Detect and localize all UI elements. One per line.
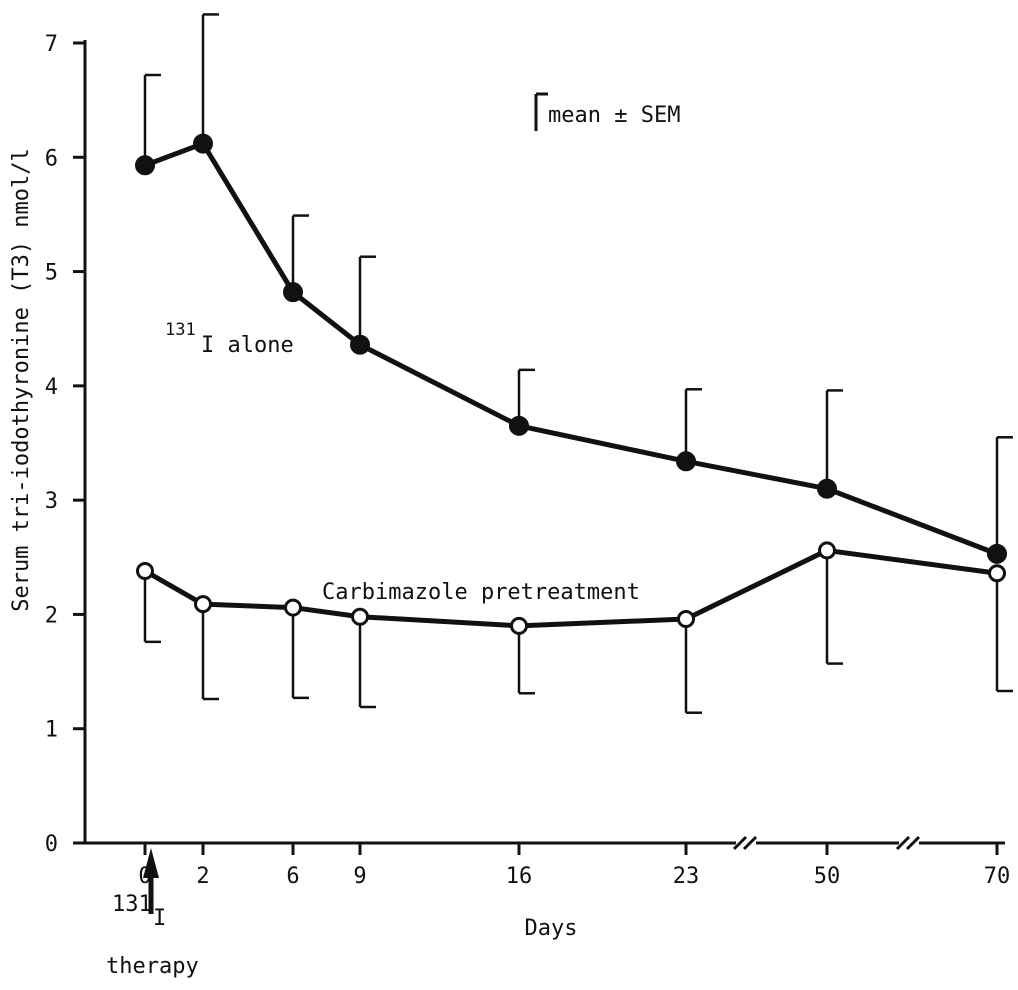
error-bar-legend-label: mean ± SEM <box>548 103 680 128</box>
therapy-label-text: therapy <box>106 954 199 979</box>
therapy-label-main: I <box>153 906 166 931</box>
x-tick-label-2: 2 <box>196 864 209 889</box>
series-2-line <box>143 547 998 629</box>
x-axis-break-1a <box>732 835 748 851</box>
series-1-point-6 <box>283 282 303 303</box>
series-2-point-6 <box>284 598 302 617</box>
series-1-point-9 <box>350 334 370 355</box>
series-layer <box>135 13 1013 714</box>
y-tick-label-3: 3 <box>45 489 58 514</box>
x-tick-label-6: 6 <box>286 864 299 889</box>
x-tick-label-23: 23 <box>673 864 700 889</box>
error-bar-legend: mean ± SEM <box>534 92 680 131</box>
y-tick-label-7: 7 <box>45 32 58 57</box>
series-1-point-2 <box>193 133 213 154</box>
x-tick-label-9: 9 <box>353 864 366 889</box>
up-arrow-icon <box>143 848 159 878</box>
series-2-point-0 <box>136 562 154 580</box>
x-tick-label-70: 70 <box>984 864 1011 889</box>
series-2-point-16 <box>510 616 528 635</box>
series-2-point-23 <box>677 610 695 628</box>
series-1-point-16 <box>509 415 529 436</box>
x-axis-break-1b <box>742 835 758 851</box>
x-tick-label-50: 50 <box>814 864 841 889</box>
series-1-point-50 <box>817 478 837 499</box>
therapy-marker: 131 I therapy <box>106 848 199 979</box>
therapy-label-sup: 131 <box>112 892 152 917</box>
series1-label-sup: 131 <box>165 320 196 340</box>
x-tick-label-16: 16 <box>506 864 533 889</box>
axes: 01234567026916235070 <box>45 32 1011 889</box>
series1-label-main: I alone <box>201 333 294 358</box>
y-tick-label-0: 0 <box>45 832 58 857</box>
x-axis-break-2a <box>895 835 911 851</box>
series-1-point-23 <box>676 451 696 472</box>
y-tick-label-2: 2 <box>45 603 58 628</box>
series1-label: 131 I alone <box>165 320 294 358</box>
series-2-point-50 <box>818 541 836 560</box>
x-axis-break-2b <box>905 835 921 851</box>
series-1-point-0 <box>135 155 155 176</box>
series-2-point-9 <box>351 607 369 626</box>
series-1-line <box>144 141 998 557</box>
series-2-point-70 <box>988 564 1006 583</box>
series-1-point-70 <box>987 543 1007 564</box>
y-tick-label-5: 5 <box>45 261 58 286</box>
series2-label: Carbimazole pretreatment <box>322 580 640 605</box>
y-axis-title: Serum tri-iodothyronine (T3) nmol/l <box>9 148 34 612</box>
y-tick-label-6: 6 <box>45 146 58 171</box>
series-2-point-2 <box>194 595 212 614</box>
y-tick-label-1: 1 <box>45 718 58 743</box>
y-tick-label-4: 4 <box>45 375 58 400</box>
x-axis-title: Days <box>525 916 578 941</box>
